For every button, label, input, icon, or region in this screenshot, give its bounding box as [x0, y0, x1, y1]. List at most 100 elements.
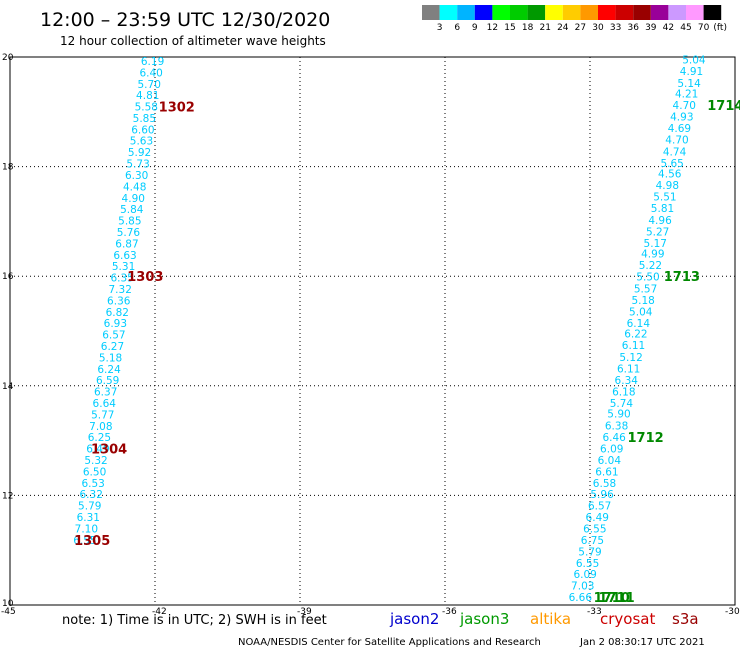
wave-height-value: 6.93 [104, 318, 127, 330]
wave-height-value: 5.50 [636, 272, 659, 284]
wave-height-value: 6.61 [595, 466, 618, 478]
wave-height-value: 5.17 [644, 238, 667, 250]
color-scale-label: 9 [472, 23, 478, 33]
wave-height-value: 5.63 [130, 135, 153, 147]
wave-height-value: 5.58 [135, 101, 158, 113]
color-scale-swatch [492, 5, 510, 20]
wave-height-value: 4.99 [641, 249, 664, 261]
mission-legend-item: jason3 [459, 610, 509, 628]
wave-height-value: 5.74 [610, 398, 634, 410]
wave-height-value: 6.64 [93, 398, 117, 410]
wave-height-value: 6.55 [583, 523, 606, 535]
wave-height-value: 7.08 [89, 421, 112, 433]
x-tick-label: -45 [1, 607, 16, 617]
color-scale-swatch [703, 5, 722, 20]
wave-height-value: 4.48 [123, 181, 146, 193]
color-scale-label: 39 [645, 23, 657, 33]
color-scale-swatch [598, 5, 616, 20]
mission-legend: jason2 jason3 altika cryosat s3a [389, 610, 699, 628]
wave-height-value: 6.59 [96, 375, 119, 387]
wave-height-value: 6.19 [141, 56, 164, 68]
credit-text: NOAA/NESDIS Center for Satellite Applica… [238, 637, 541, 648]
wave-height-value: 6.11 [622, 340, 645, 352]
y-tick-label: 16 [2, 272, 14, 282]
wave-height-value: 6.58 [593, 478, 616, 490]
y-tick-label: 12 [2, 491, 13, 501]
wave-height-value: 6.37 [94, 386, 117, 398]
wave-height-value: 6.66 [569, 592, 593, 604]
wave-height-value: 6.60 [131, 124, 154, 136]
color-scale-swatch [650, 5, 669, 20]
wave-height-value: 5.31 [112, 261, 135, 273]
wave-height-value: 4.81 [136, 90, 159, 102]
wave-height-value: 5.04 [682, 55, 706, 67]
color-scale-label: 36 [627, 23, 639, 33]
x-tick-label: -39 [297, 607, 312, 617]
pass-number-label: 1711 [598, 591, 634, 606]
wave-height-value: 5.92 [128, 147, 151, 159]
wave-height-value: 5.73 [126, 158, 149, 170]
color-scale-swatch [615, 5, 634, 20]
wave-height-value: 6.53 [81, 478, 104, 490]
wave-height-value: 6.57 [102, 329, 125, 341]
mission-legend-item: altika [530, 610, 571, 628]
wave-height-value: 5.57 [634, 283, 657, 295]
color-scale-label: 15 [504, 23, 515, 33]
color-scale-legend: 3 6 9 12 15 18 21 24 27 30 33 36 39 42 45 70 (ft) [422, 5, 727, 33]
wave-height-value: 6.55 [73, 535, 96, 547]
wave-height-value: 6.82 [106, 307, 129, 319]
color-scale-label: 27 [575, 23, 586, 33]
color-scale-label: 24 [557, 23, 569, 33]
x-tick-label: -33 [587, 607, 602, 617]
color-scale-swatch [527, 5, 546, 20]
color-scale-label: 21 [539, 23, 550, 33]
mission-legend-item: cryosat [600, 610, 655, 628]
wave-height-value: 5.70 [138, 79, 161, 91]
wave-height-value: 5.85 [118, 215, 141, 227]
wave-height-value: 6.49 [86, 443, 109, 455]
wave-height-value: 6.57 [588, 500, 611, 512]
wave-height-value: 6.04 [598, 455, 622, 467]
wave-height-value: 6.55 [576, 558, 599, 570]
wave-height-value: 6.46 [602, 432, 626, 444]
wave-height-value: 6.32 [80, 489, 103, 501]
wave-height-value: 4.69 [668, 123, 691, 135]
wave-height-value: 6.75 [581, 535, 604, 547]
wave-height-value: 6.24 [97, 364, 121, 376]
wave-height-value: 4.98 [656, 180, 679, 192]
wave-height-value: 6.38 [605, 420, 628, 432]
y-tick-label: 10 [2, 599, 14, 609]
wave-height-value: 5.65 [660, 158, 683, 170]
wave-height-value: 5.18 [99, 352, 122, 364]
mission-legend-item: s3a [672, 610, 699, 628]
plot-frame [9, 56, 736, 606]
wave-height-value: 5.90 [607, 409, 630, 421]
pass-number-label: 1712 [627, 431, 663, 446]
pass-number-label: 1714 [707, 99, 740, 114]
wave-height-value: 6.63 [113, 250, 136, 262]
wave-height-value: 4.70 [673, 100, 696, 112]
wave-height-value: 4.96 [648, 215, 672, 227]
data-points: 6.196.405.704.815.58 5.85 6.605.635.925.73… [73, 55, 706, 604]
wave-height-value: 5.04 [629, 306, 653, 318]
color-scale-label: 18 [522, 23, 534, 33]
wave-height-value: 6.31 [77, 512, 100, 524]
x-tick-label: -36 [442, 607, 457, 617]
wave-height-value: 6.40 [139, 67, 162, 79]
wave-height-value: 5.76 [117, 227, 141, 239]
color-scale-swatch [457, 5, 475, 20]
color-scale-swatch [474, 5, 493, 20]
color-scale-label: 70 [698, 23, 710, 33]
wave-height-value: 4.90 [122, 193, 145, 205]
color-scale-swatch [562, 5, 581, 20]
wave-height-value: 6.11 [617, 363, 640, 375]
y-tick-label: 14 [2, 382, 14, 392]
wave-height-value: 6.25 [88, 432, 111, 444]
wave-height-value: 4.91 [680, 66, 703, 78]
mission-legend-item: jason2 [389, 610, 439, 628]
wave-height-value: 4.56 [658, 169, 682, 181]
x-tick-label: -30 [725, 607, 740, 617]
wave-height-value: 4.70 [665, 135, 688, 147]
